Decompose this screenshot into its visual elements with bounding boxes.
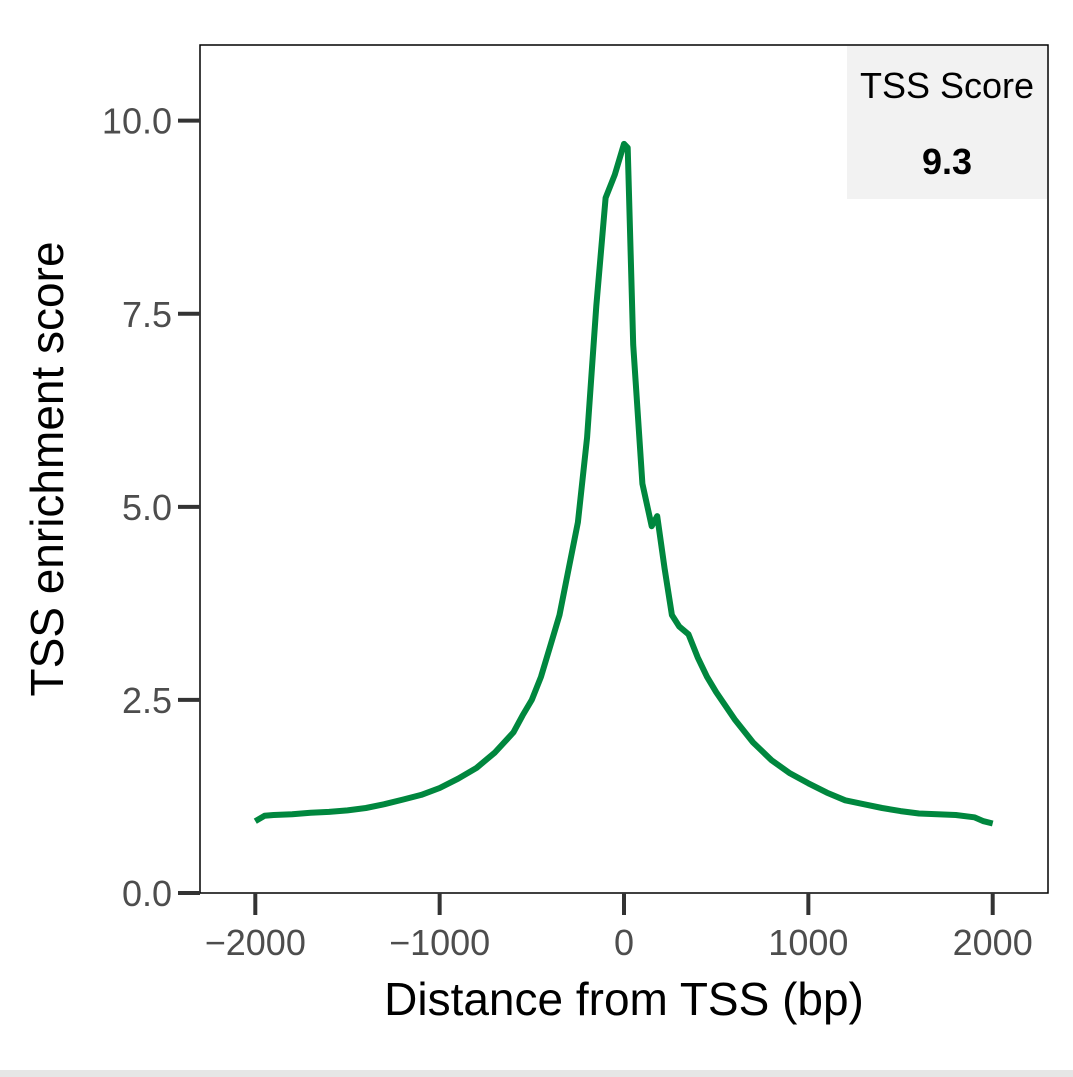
x-tick-label: −2000 bbox=[205, 922, 306, 963]
series-line-0 bbox=[253, 140, 994, 827]
y-tick-label: 7.5 bbox=[122, 294, 172, 335]
tss-score-box-background bbox=[847, 46, 1047, 199]
x-tick-label: 2000 bbox=[953, 922, 1033, 963]
x-tick-label: 0 bbox=[614, 922, 634, 963]
y-tick-label: 0.0 bbox=[122, 873, 172, 914]
y-tick-label: 2.5 bbox=[122, 680, 172, 721]
x-tick-label: 1000 bbox=[768, 922, 848, 963]
plot-area bbox=[253, 140, 994, 827]
tss-score-box: TSS Score 9.3 bbox=[847, 46, 1047, 199]
axes: 0.0 2.5 5.0 7.5 10.0 −2000 −1000 0 1000 2000 bbox=[102, 101, 1033, 963]
y-tick-label: 10.0 bbox=[102, 101, 172, 142]
tss-score-title: TSS Score bbox=[860, 65, 1034, 106]
x-axis-title: Distance from TSS (bp) bbox=[384, 973, 864, 1025]
y-tick-label: 5.0 bbox=[122, 487, 172, 528]
tss-score-value: 9.3 bbox=[922, 141, 972, 182]
x-tick-label: −1000 bbox=[389, 922, 490, 963]
bottom-scroll-strip bbox=[0, 1070, 1073, 1077]
y-axis-title: TSS enrichment score bbox=[21, 241, 73, 696]
